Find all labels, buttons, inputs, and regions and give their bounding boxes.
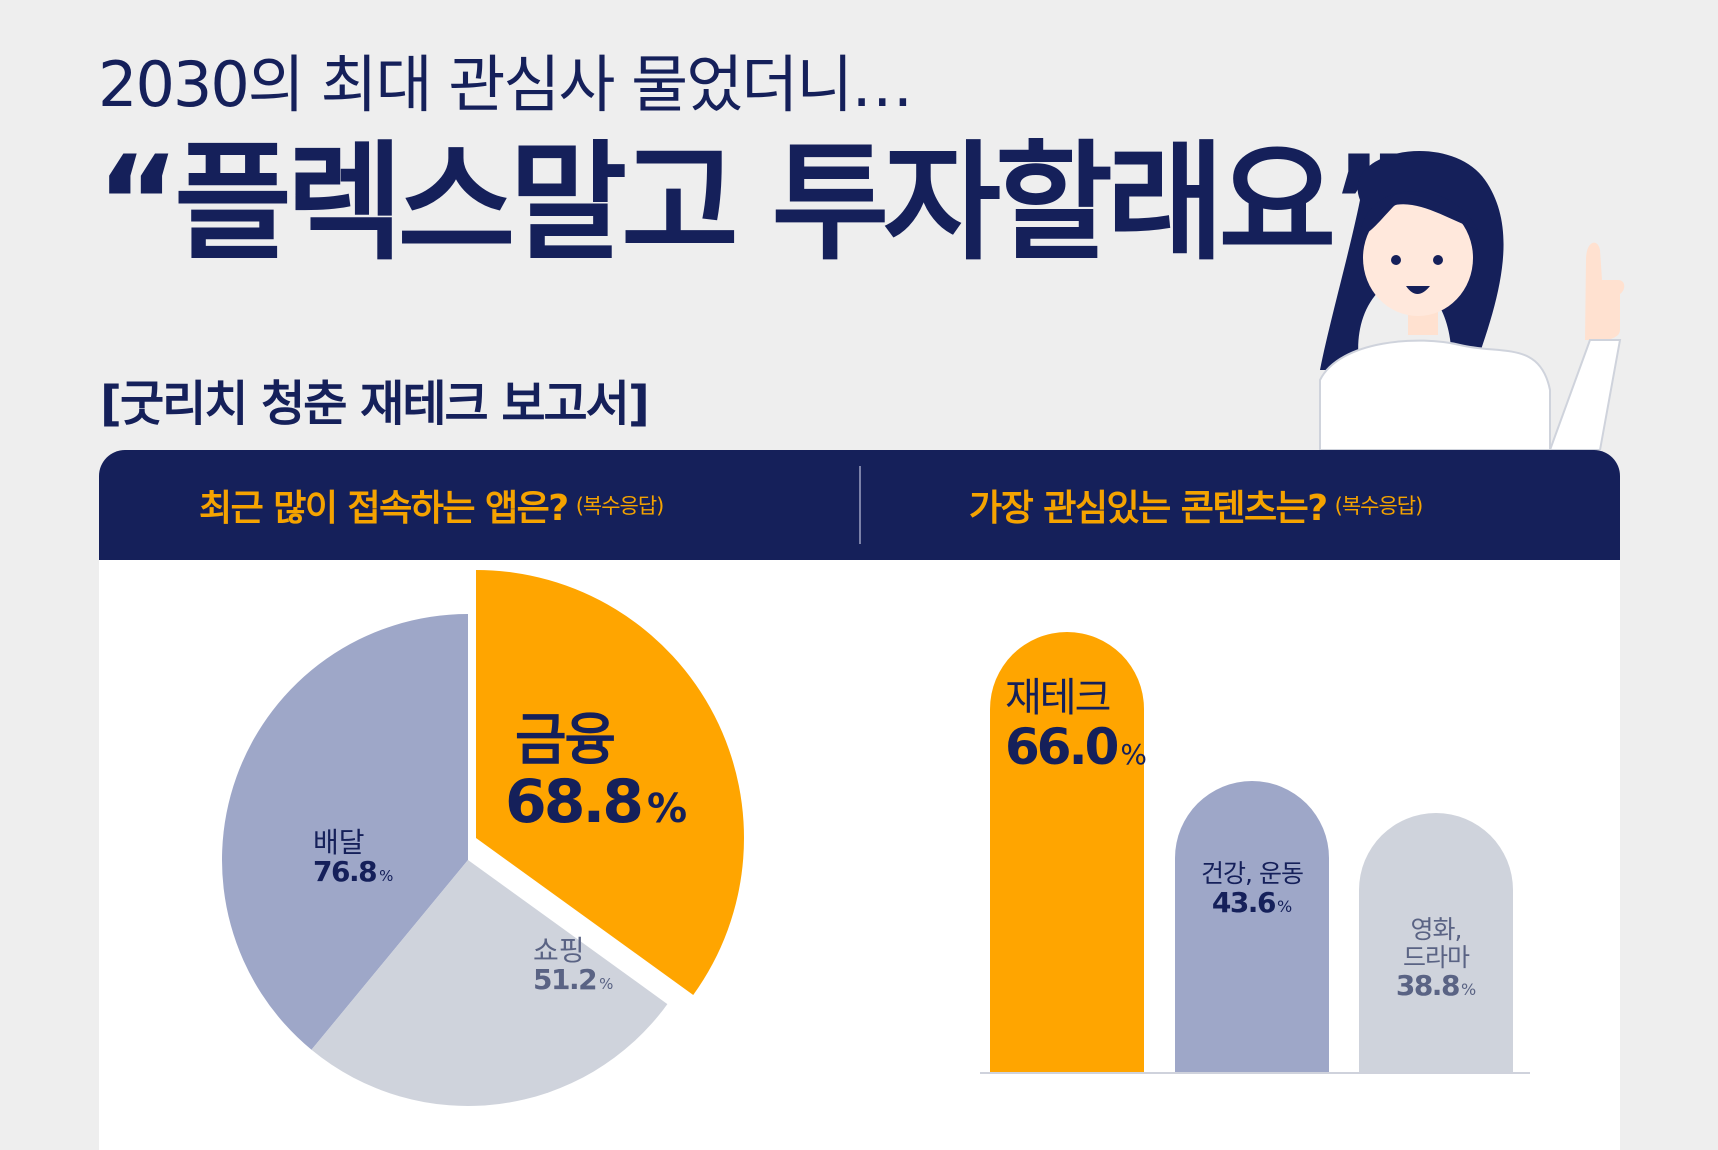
bar-label-investment: 재테크 66.0% (1005, 676, 1147, 775)
bar-label-investment-value: 66.0 (1005, 718, 1119, 776)
bar-label-health-value: 43.6 (1211, 885, 1277, 919)
page-title: “플렉스말고 투자할래요” (96, 129, 1414, 278)
bar-health (1175, 781, 1329, 1072)
pie-label-finance-pct: % (647, 785, 688, 832)
pie-label-finance-name: 금융 (515, 708, 616, 773)
question-right-note: (복수응답) (1334, 494, 1424, 518)
report-tag: [굿리치 청춘 재테크 보고서] (100, 376, 650, 432)
bar-investment (990, 632, 1144, 1072)
question-left-note: (복수응답) (575, 494, 665, 518)
bar-label-health-pct: % (1276, 896, 1293, 916)
bar-label-health: 건강, 운동 43.6% (1175, 860, 1329, 918)
bar-baseline (980, 1072, 1530, 1074)
bar-label-movie-pct: % (1460, 980, 1477, 999)
pie-label-delivery-value: 76.8 (313, 855, 378, 889)
pie-label-delivery-pct: % (379, 867, 394, 886)
bar-label-investment-pct: % (1120, 738, 1147, 771)
pie-label-delivery: 배달 76.8% (313, 828, 393, 887)
bar-label-movie-name-1: 영화, (1410, 915, 1463, 944)
question-right: 가장 관심있는 콘텐츠는? (복수응답) (969, 450, 1424, 560)
character-illustration (1319, 151, 1625, 450)
header-divider (859, 466, 861, 544)
question-right-text: 가장 관심있는 콘텐츠는? (969, 488, 1328, 529)
bar-label-investment-name: 재테크 (1005, 675, 1111, 721)
page-subtitle: 2030의 최대 관심사 물었더니… (98, 48, 913, 121)
pie-label-shopping-name: 쇼핑 (533, 934, 585, 967)
question-left: 최근 많이 접속하는 앱은? (복수응답) (199, 450, 665, 560)
pie-label-delivery-name: 배달 (313, 826, 365, 859)
pie-label-finance: 금융 68.8% (505, 708, 688, 834)
question-left-text: 최근 많이 접속하는 앱은? (199, 488, 569, 529)
bar-label-movie-value: 38.8 (1395, 969, 1461, 1002)
pie-label-shopping-value: 51.2 (533, 963, 598, 997)
pie-label-shopping-pct: % (599, 975, 614, 994)
card-header: 최근 많이 접속하는 앱은? (복수응답) 가장 관심있는 콘텐츠는? (복수응… (99, 450, 1620, 560)
pie-label-shopping: 쇼핑 51.2% (533, 936, 613, 995)
bar-movie (1359, 813, 1513, 1072)
bar-label-health-name: 건강, 운동 (1201, 859, 1304, 888)
bar-label-movie: 영화, 드라마 38.8% (1359, 916, 1513, 1002)
pie-label-finance-value: 68.8 (505, 766, 644, 837)
bar-label-movie-name-2: 드라마 (1402, 942, 1470, 972)
